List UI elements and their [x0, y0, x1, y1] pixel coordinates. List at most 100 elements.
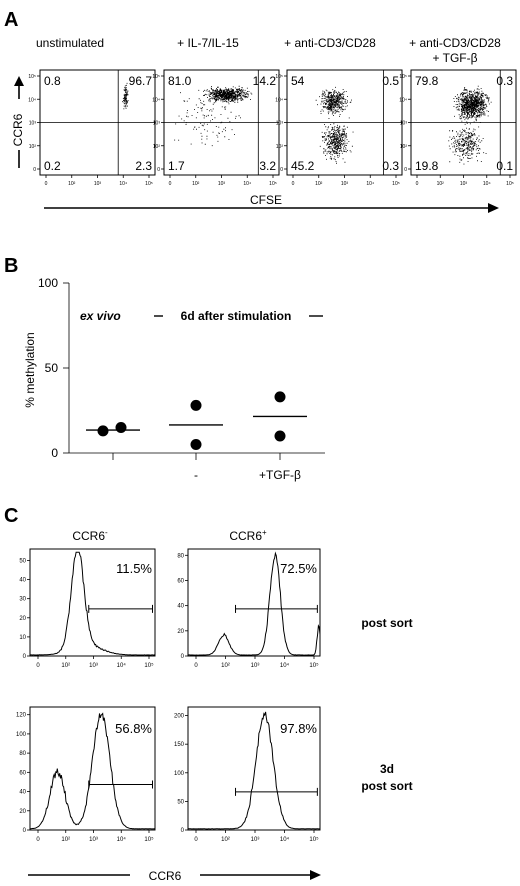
y-tick-label: 10³ [153, 121, 161, 127]
row-label-3d-post-sort: post sort [361, 779, 412, 793]
y-tick-label: 50 [19, 558, 26, 564]
y-tick-label: 10⁵ [399, 74, 407, 80]
y-tick-label: 0 [280, 167, 283, 173]
x-tick-label: 0 [36, 837, 40, 843]
panel-a-xlabel: CFSE [250, 193, 282, 207]
quadrant-bottom-right: 0.1 [496, 159, 513, 173]
y-tick-label: 20 [19, 616, 26, 622]
x-tick-label: 10³ [89, 837, 98, 843]
x-tick-label: 10³ [218, 181, 226, 187]
y-tick-label: 10³ [400, 121, 408, 127]
y-tick-label: 10⁴ [28, 97, 36, 103]
flow-events-4 [448, 85, 492, 165]
data-point [97, 425, 109, 437]
x-tick-label: 10⁵ [392, 181, 400, 187]
histogram-curve [187, 551, 321, 656]
flow-plot-3: 54 0.5 45.2 0.3 0 10² 10³ 10⁴ 10⁵ 10⁵ 10⁴ 10³ 10² 0 [275, 69, 403, 187]
y-tick-label: 0 [404, 167, 407, 173]
x-tick-label: 0 [45, 181, 48, 187]
column-title-ccr6-neg: CCR6- [72, 528, 108, 543]
quadrant-bottom-right: 2.3 [135, 159, 152, 173]
y-tick-label: 50 [45, 361, 59, 375]
x-tick-label: 10² [221, 663, 230, 669]
panel-b-ylabel: % methylation [23, 332, 37, 407]
y-tick-label: 60 [177, 578, 184, 584]
histogram-3: 56.8% 120 100 80 60 40 20 0 0 10² 10³ 10⁴ 10⁵ [16, 706, 156, 843]
x-tick-label: 10² [61, 663, 70, 669]
quadrant-top-right: 14.2 [253, 74, 277, 88]
y-tick-label: 0 [33, 167, 36, 173]
y-tick-label: 100 [38, 276, 58, 290]
data-point [190, 399, 202, 411]
panel-a-title-2: + IL-7/IL-15 [177, 36, 239, 50]
panel-c-xlabel: CCR6 [149, 869, 182, 883]
y-tick-label: 10³ [29, 121, 37, 127]
x-tick-label: 10⁵ [506, 181, 514, 187]
x-tick-label: 10⁴ [483, 181, 491, 187]
y-tick-label: 10⁴ [399, 97, 407, 103]
histogram-curve [188, 711, 320, 830]
y-tick-label: 10⁵ [28, 74, 36, 80]
x-tick-label: 10³ [251, 837, 260, 843]
flow-events-1 [122, 82, 129, 110]
panel-a: unstimulated + IL-7/IL-15 + anti-CD3/CD2… [11, 36, 517, 213]
row-label-3d: 3d [380, 762, 394, 776]
panel-label-c: C [4, 505, 18, 527]
y-tick-label: 0 [181, 654, 185, 660]
data-point [274, 430, 286, 442]
quadrant-top-left: 79.8 [415, 74, 439, 88]
y-tick-label: 10⁵ [152, 74, 160, 80]
gate-percentage: 56.8% [115, 721, 152, 736]
quadrant-bottom-left: 0.2 [44, 159, 61, 173]
histogram-curve [29, 712, 156, 830]
panel-a-title-1: unstimulated [36, 36, 104, 50]
annotation-ex-vivo: ex vivo [80, 309, 121, 323]
data-point [115, 422, 127, 433]
x-tick-label: 10⁴ [119, 181, 127, 187]
x-tick-label: 10³ [251, 663, 260, 669]
y-tick-label: 10² [276, 144, 284, 150]
y-tick-label: 200 [174, 714, 185, 720]
histogram-frame [187, 706, 321, 831]
x-tick-label: 10³ [460, 181, 468, 187]
x-tick-label: 10⁵ [144, 836, 154, 843]
x-tick-label: 10² [61, 837, 70, 843]
panel-c-xarrow-head [310, 870, 321, 880]
histogram-curve [29, 551, 156, 656]
x-tick-label: 10⁵ [269, 181, 277, 187]
quadrant-bottom-right: 3.2 [259, 159, 276, 173]
panel-a-title-3: + anti-CD3/CD28 [284, 36, 376, 50]
column-title-ccr6-pos: CCR6+ [229, 528, 267, 543]
flow-events-3 [315, 86, 354, 164]
x-tick-label: 10⁵ [145, 181, 153, 187]
quadrant-bottom-left: 45.2 [291, 159, 315, 173]
panel-b-ticks: 0 50 100 [38, 276, 281, 460]
x-tick-label: 10³ [89, 663, 98, 669]
y-tick-label: 100 [174, 771, 185, 777]
y-tick-label: 30 [19, 597, 26, 603]
panel-a-xarrow-head [488, 203, 499, 213]
y-tick-label: 20 [19, 809, 26, 815]
panel-a-ylabel: CCR6 [11, 113, 25, 146]
y-tick-label: 10³ [276, 121, 284, 127]
quadrant-top-left: 54 [291, 74, 305, 88]
x-tick-label: 10⁴ [280, 662, 290, 669]
x-tick-label: 10⁴ [117, 836, 127, 843]
x-tick-label: 10² [315, 181, 323, 187]
data-point [274, 391, 286, 403]
panel-label-b: B [4, 255, 18, 277]
panel-label-a: A [4, 9, 18, 31]
y-tick-label: 10² [153, 144, 161, 150]
x-tick-label: 10⁴ [243, 181, 251, 187]
panel-a-title-4: + anti-CD3/CD28 [409, 36, 501, 50]
quadrant-top-right: 96.7 [129, 74, 153, 88]
y-tick-label: 10² [29, 144, 37, 150]
x-category-2: - [194, 468, 198, 482]
y-tick-label: 10² [400, 144, 408, 150]
quadrant-top-right: 0.3 [496, 74, 513, 88]
x-tick-label: 10³ [341, 181, 349, 187]
y-tick-label: 20 [177, 629, 184, 635]
x-tick-label: 0 [169, 181, 172, 187]
